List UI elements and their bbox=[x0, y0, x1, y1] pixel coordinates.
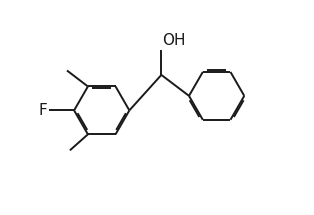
Text: F: F bbox=[38, 103, 47, 118]
Text: OH: OH bbox=[163, 33, 186, 48]
